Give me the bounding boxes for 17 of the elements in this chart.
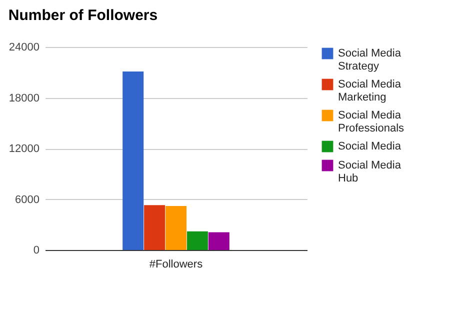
bar [208, 232, 230, 250]
x-tick-label: #Followers [149, 258, 204, 270]
y-tick-label: 18000 [8, 92, 40, 104]
y-tick-label: 0 [33, 244, 40, 256]
chart-title: Number of Followers [8, 7, 158, 24]
y-tick-label: 6000 [15, 194, 40, 206]
legend-label: Social Media Marketing [338, 78, 402, 104]
legend-label: Social Media Hub [338, 160, 402, 184]
bar [186, 231, 208, 250]
y-tick-label: 24000 [8, 42, 40, 54]
legend-label: Social Media Strategy [338, 48, 402, 72]
y-tick-label: 12000 [8, 143, 40, 155]
bar [165, 206, 187, 250]
legend-label: Social Media [338, 140, 402, 152]
bar [144, 205, 166, 250]
bar [122, 72, 144, 250]
legend-label: Social Media Professionals [338, 110, 405, 134]
